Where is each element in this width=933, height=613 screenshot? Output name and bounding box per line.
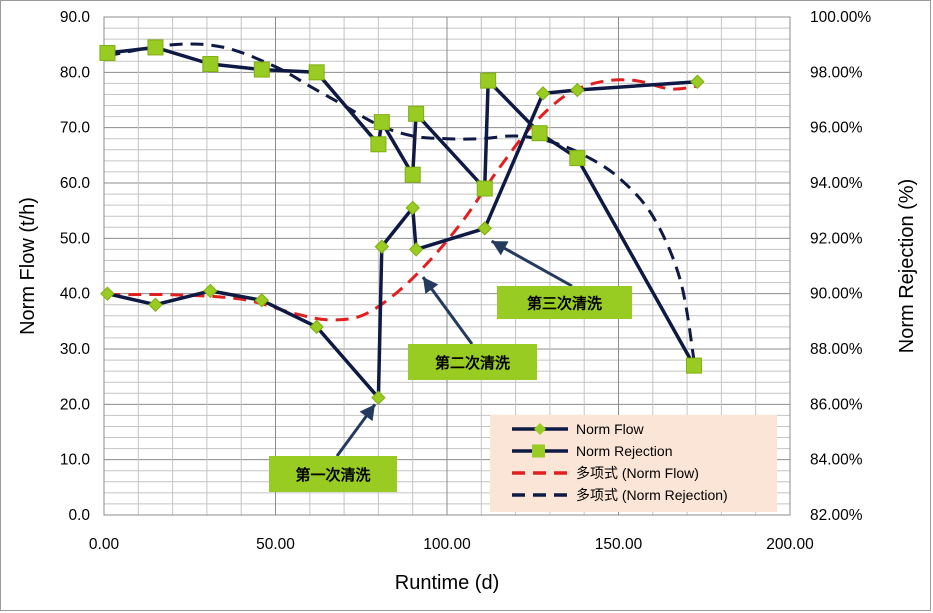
x-tick-label: 150.00 [595, 536, 643, 553]
legend-label: 多项式 (Norm Rejection) [576, 487, 728, 503]
callout-arrowhead [359, 404, 375, 422]
y-left-tick-label: 50.0 [60, 230, 91, 247]
y-left-tick-label: 60.0 [60, 175, 91, 192]
norm-flow-point [405, 200, 420, 216]
norm-flow-line [105, 79, 700, 400]
y-left-tick-label: 40.0 [60, 286, 91, 303]
callout-label: 第一次清洗 [295, 466, 370, 484]
legend-label: 多项式 (Norm Flow) [576, 465, 699, 481]
norm-rejection-point [202, 56, 219, 73]
x-tick-label: 0.00 [89, 536, 120, 553]
y-right-tick-label: 94.00% [810, 175, 863, 192]
callout-label: 第二次清洗 [435, 354, 510, 372]
y-left-tick-label: 30.0 [60, 341, 91, 358]
callout-box [269, 456, 397, 492]
callout-box [497, 286, 632, 319]
norm-rejection-point [147, 39, 164, 56]
y-left-tick-label: 10.0 [60, 452, 91, 469]
norm-rejection-point [685, 357, 702, 374]
y-left-tick-label: 0.0 [68, 507, 90, 524]
norm-rejection-trendline [107, 42, 696, 361]
callout-arrowhead [422, 277, 439, 294]
callout-label: 第三次清洗 [527, 295, 602, 313]
y-left-tick-label: 80.0 [60, 64, 91, 81]
norm-flow-point [254, 293, 269, 308]
norm-rejection-point [370, 136, 387, 153]
y-right-tick-label: 88.00% [810, 341, 863, 358]
norm-flow-point [477, 221, 492, 236]
norm-rejection-point [253, 61, 270, 78]
norm-flow-point [309, 319, 324, 335]
norm-flow-point [570, 82, 585, 98]
legend-diamond-marker [534, 423, 546, 435]
y-left-axis-title: Norm Flow (t/h) [17, 197, 39, 335]
x-axis-title: Runtime (d) [395, 572, 499, 594]
norm-flow-point [690, 74, 705, 89]
y-right-tick-label: 100.00% [810, 9, 871, 26]
x-tick-label: 200.00 [766, 536, 814, 553]
norm-rejection-point [480, 72, 497, 89]
norm-rejection-line [105, 45, 696, 368]
legend-label: Norm Flow [576, 421, 645, 437]
x-tick-label: 50.00 [256, 536, 295, 553]
norm-rejection-point [373, 114, 390, 131]
y-left-tick-label: 90.0 [60, 9, 91, 26]
y-left-tick-label: 70.0 [60, 120, 91, 137]
norm-rejection-point [404, 166, 421, 183]
norm-flow-point [535, 86, 551, 101]
norm-flow-point [148, 297, 163, 312]
y-right-tick-label: 90.00% [810, 286, 863, 303]
norm-flow-point [203, 283, 218, 299]
norm-rejection-point [476, 180, 493, 197]
y-right-tick-label: 98.00% [810, 64, 863, 81]
y-right-tick-label: 84.00% [810, 452, 863, 469]
norm-flow-point [408, 242, 424, 257]
callout-arrowhead [491, 241, 509, 256]
norm-flow-trendline [107, 78, 698, 322]
norm-flow-point [374, 239, 390, 254]
norm-rejection-point [569, 150, 586, 167]
norm-flow-point [371, 390, 386, 405]
legend-label: Norm Rejection [576, 443, 672, 459]
y-right-tick-label: 92.00% [810, 230, 863, 247]
plot-area [103, 16, 791, 516]
norm-rejection-point [531, 125, 548, 142]
norm-rejection-point [99, 44, 116, 61]
norm-rejection-point [308, 64, 325, 81]
y-left-tick-label: 20.0 [60, 396, 91, 413]
x-tick-label: 100.00 [423, 536, 471, 553]
y-right-tick-label: 96.00% [810, 120, 863, 137]
norm-rejection-point [408, 105, 425, 122]
callout-box [408, 344, 537, 380]
y-right-axis-title: Norm Rejection (%) [896, 179, 918, 353]
callout-arrow-line [490, 239, 573, 288]
norm-flow-point [100, 286, 115, 301]
y-right-tick-label: 86.00% [810, 396, 863, 413]
y-right-tick-label: 82.00% [810, 507, 863, 524]
legend-square-marker [532, 444, 545, 458]
